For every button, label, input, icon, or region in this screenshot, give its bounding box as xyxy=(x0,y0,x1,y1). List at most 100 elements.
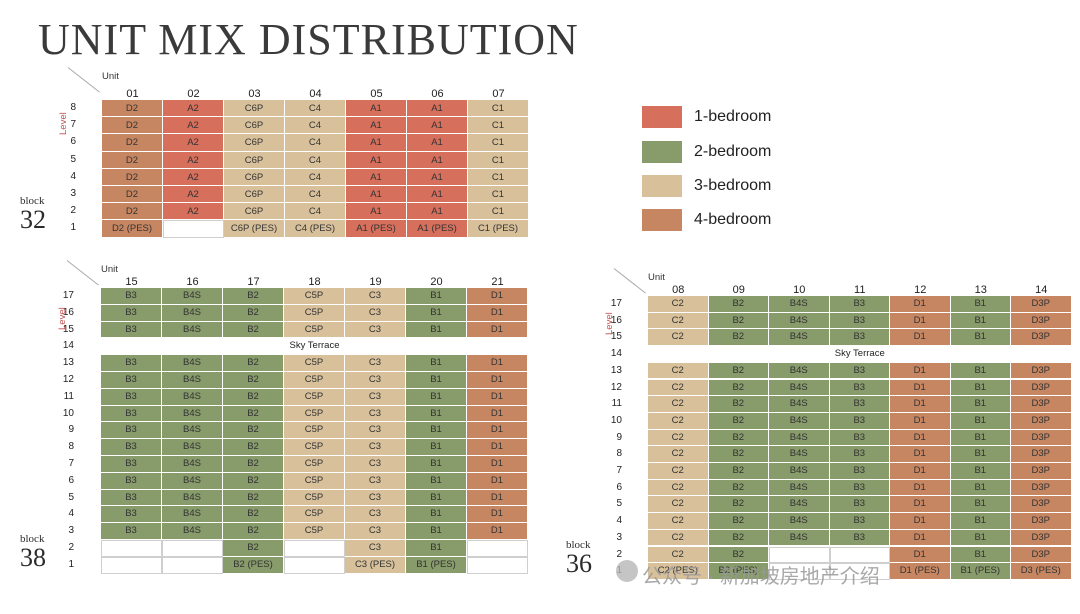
empty-cell xyxy=(101,540,162,557)
unit-cell: D1 xyxy=(890,429,951,447)
unit-cell: A1 xyxy=(346,203,407,221)
unit-cell: D1 xyxy=(890,463,951,480)
unit-cell: C5P xyxy=(284,489,345,507)
unit-cell: C2 (PES) xyxy=(648,563,709,580)
unit-cell: B1 xyxy=(406,304,467,322)
level-label: 14 xyxy=(610,348,622,360)
unit-cell: B4S xyxy=(162,405,223,423)
unit-cell: B3 xyxy=(101,472,162,490)
unit-cell: C3 xyxy=(345,439,406,456)
unit-cell: B4S xyxy=(162,523,223,540)
legend-label: 1-bedroom xyxy=(694,108,772,125)
unit-cell: B1 (PES) xyxy=(406,556,467,574)
unit-cell: B3 xyxy=(829,379,890,397)
unit-cell: C2 xyxy=(648,529,709,547)
level-label: 12 xyxy=(62,374,74,385)
unit-cell: C3 xyxy=(345,422,406,440)
corner-diagonal xyxy=(66,260,99,286)
unit-cell: D3P xyxy=(1011,546,1072,564)
unit-cell: B1 xyxy=(406,422,467,440)
unit-cell: B3 xyxy=(101,489,162,507)
unit-cell: A1 xyxy=(346,168,407,186)
level-label: 3 xyxy=(70,188,76,199)
level-label: 2 xyxy=(68,542,74,553)
watermark: 公众号 · 新加坡房地产介绍 xyxy=(642,566,880,588)
unit-cell: B1 xyxy=(950,496,1011,514)
unit-cell: D1 xyxy=(890,513,951,530)
unit-cell: B2 xyxy=(708,529,769,547)
unit-cell: D3P xyxy=(1011,446,1072,463)
unit-cell: B4S xyxy=(769,496,830,514)
unit-cell: B3 xyxy=(101,422,162,440)
level-label: 9 xyxy=(616,431,622,443)
unit-cell: B3 xyxy=(829,412,890,430)
unit-cell: C6P xyxy=(224,100,285,118)
unit-cell: C5P xyxy=(284,405,345,423)
level-label: 13 xyxy=(62,357,74,369)
unit-cell: C3 xyxy=(345,405,406,423)
unit-cell: A1 xyxy=(346,151,407,169)
unit-cell: D2 xyxy=(102,203,163,221)
unit-cell: A2 xyxy=(163,186,224,204)
unit-cell: A1 xyxy=(346,134,407,152)
unit-cell: B4S xyxy=(162,439,223,456)
unit-cell: C5P xyxy=(284,422,345,440)
unit-cell: B2 (PES) xyxy=(708,563,769,580)
level-label: 10 xyxy=(62,407,74,419)
level-label: 12 xyxy=(610,381,622,393)
unit-cell: D1 xyxy=(890,529,951,547)
unit-cell: C4 xyxy=(285,151,346,169)
unit-cell: B1 xyxy=(406,355,467,372)
level-label: 4 xyxy=(70,170,76,182)
unit-cell: B2 xyxy=(708,446,769,463)
unit-column-header: 11 xyxy=(854,284,866,296)
unit-cell: B1 xyxy=(406,489,467,507)
level-label: 7 xyxy=(70,119,76,131)
level-label: 3 xyxy=(68,525,74,537)
unit-cell: B1 xyxy=(950,379,1011,397)
unit-cell: B2 xyxy=(708,329,769,347)
unit-cell: A1 (PES) xyxy=(346,220,407,238)
unit-column-header: 16 xyxy=(186,276,199,288)
unit-cell: D2 xyxy=(102,117,163,135)
block-word: block xyxy=(20,195,45,207)
unit-column-header: 07 xyxy=(492,88,505,100)
unit-cell: D1 (PES) xyxy=(890,563,951,580)
block-word: block xyxy=(566,539,591,551)
unit-cell: D3P xyxy=(1011,396,1072,413)
unit-cell: D1 xyxy=(890,396,951,413)
unit-column-header: 10 xyxy=(793,284,806,296)
unit-cell: B3 xyxy=(101,456,162,473)
unit-cell: D1 xyxy=(890,412,951,430)
legend-item-4-bedroom: 4-bedroom xyxy=(642,209,892,235)
unit-column-header: 18 xyxy=(308,276,321,288)
unit-cell: D3P xyxy=(1011,513,1072,530)
unit-cell: C1 xyxy=(468,117,529,135)
unit-cell: C5P xyxy=(284,321,345,339)
unit-cell: B3 xyxy=(829,529,890,547)
unit-cell: D3P xyxy=(1011,412,1072,430)
empty-cell xyxy=(162,540,223,557)
legend-label: 3-bedroom xyxy=(694,177,772,194)
unit-cell: B3 xyxy=(829,496,890,514)
empty-cell xyxy=(467,540,528,557)
unit-cell: C3 (PES) xyxy=(345,556,406,574)
unit-cell: C3 xyxy=(345,489,406,507)
level-label: 1 xyxy=(68,558,74,570)
unit-cell: B4S xyxy=(769,529,830,547)
unit-cell: B4S xyxy=(162,355,223,372)
level-label: 14 xyxy=(62,340,74,352)
unit-caption: Unit xyxy=(648,272,665,283)
unit-column-header: 05 xyxy=(370,88,383,100)
unit-cell: B4S xyxy=(162,372,223,389)
legend-swatch xyxy=(642,175,682,197)
unit-cell: A2 xyxy=(163,117,224,135)
unit-cell: C2 xyxy=(648,496,709,514)
unit-cell: B4S xyxy=(162,388,223,406)
unit-cell: B1 xyxy=(406,372,467,389)
level-label: 7 xyxy=(616,465,622,476)
unit-column-header: 15 xyxy=(125,276,138,288)
unit-cell: C1 xyxy=(468,151,529,169)
unit-cell: B3 xyxy=(101,288,162,305)
unit-cell: B2 xyxy=(223,405,284,423)
